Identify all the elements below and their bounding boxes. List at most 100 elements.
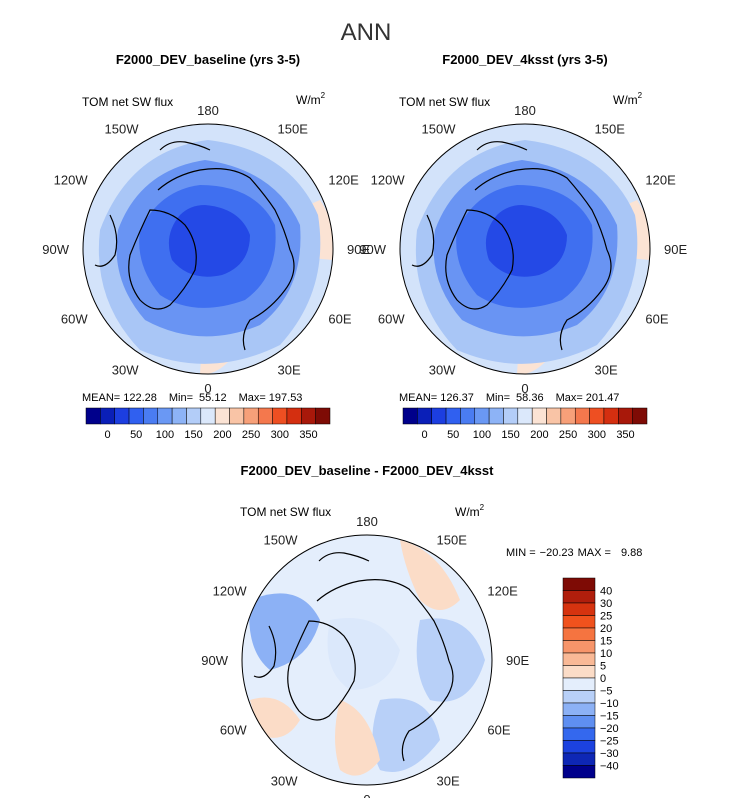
colorbar: 0 50 100 150 200 250 300 350 [85,407,331,441]
lon-label: 150E [595,122,626,137]
coastline-scandinavia [242,249,295,351]
colorbar: 0 50 100 150 200 250 300 350 [402,407,648,441]
colorbar-swatch [574,407,590,425]
colorbar-swatch [128,407,144,425]
colorbar-tick-label: 100 [473,429,491,441]
map-field [400,124,650,374]
colorbar-swatch [214,407,230,425]
units-label: W/m2 [296,91,326,107]
colorbar-tick-label: 25 [600,611,612,623]
colorbar-swatch [257,407,273,425]
colorbar-swatch [517,407,533,425]
lon-label: 30W [112,362,139,377]
units-label: W/m2 [455,503,485,519]
colorbar-tick-label: −40 [600,761,619,773]
field-band-pole [327,618,400,690]
colorbar-swatch [562,752,596,766]
coastline-greenland [445,209,514,310]
coastlines [253,552,454,762]
colorbar-swatch [445,407,461,425]
coastline-bering [318,552,370,562]
colorbar-swatch [562,665,596,679]
panel-4ksst: F2000_DEV_4ksst (yrs 3-5) TOM net SW flu… [359,52,687,441]
lon-label: 30W [429,362,456,377]
longitude-labels: 180 150E 120E 90E 60E 30E 0 30W 60W 90W 120W 150W [42,103,370,396]
map-field [83,124,333,374]
colorbar-swatch [562,765,596,779]
field-band-inner [416,618,485,702]
colorbar-tick-label: 40 [600,586,612,598]
colorbar-swatch [503,407,519,425]
colorbar-tick-label: 50 [447,429,459,441]
lon-label: 30W [271,773,298,788]
lon-label: 90E [347,242,370,257]
colorbar-tick-label: 350 [299,429,317,441]
colorbar-tick-label: −15 [600,711,619,723]
panel-baseline: F2000_DEV_baseline (yrs 3-5) TOM net SW … [42,52,370,441]
colorbar-tick-label: 5 [600,661,606,673]
lon-label: 0 [204,381,211,396]
colorbar-swatch [562,740,596,754]
colorbar-tick-label: 150 [501,429,519,441]
map-field [242,535,492,785]
field-label: TOM net SW flux [399,95,490,109]
coastline-north-america [94,214,118,267]
colorbar-swatch [460,407,476,425]
panel-title: F2000_DEV_baseline - F2000_DEV_4ksst [241,463,495,478]
colorbar-tick-label: 20 [600,623,612,635]
coastline-bering [476,141,528,151]
field-warm-patch-south [335,700,380,776]
colorbar-tick-label: 0 [421,429,427,441]
lon-label: 60E [645,312,668,327]
colorbar-swatch [560,407,576,425]
colorbar-tick-label: 200 [530,429,548,441]
lon-label: 150E [278,122,309,137]
lon-label: 90E [506,653,529,668]
colorbar-swatch [286,407,302,425]
colorbar-swatch [562,702,596,716]
coastline-scandinavia [401,660,454,762]
field-band-pole [168,205,250,277]
colorbar-swatch [100,407,115,425]
field-label: TOM net SW flux [240,505,331,519]
colorbar-tick-label: −30 [600,748,619,760]
lon-label: 90W [42,242,69,257]
colorbar-tick-label: 50 [130,429,142,441]
colorbar-tick-label: 300 [271,429,289,441]
colorbar-tick-label: 15 [600,636,612,648]
lon-label: 180 [514,103,536,118]
colorbar-tick-label: 150 [184,429,202,441]
lon-label: 150W [264,533,299,548]
colorbar-swatch [301,407,316,425]
map-boundary [241,534,493,786]
colorbar-swatch [171,407,187,425]
colorbar-tick-label: −25 [600,736,619,748]
colorbar-swatch [603,407,619,425]
lon-label: 120W [54,173,89,188]
coastline-north-america [411,214,435,267]
panel-title: F2000_DEV_baseline (yrs 3-5) [116,52,300,67]
colorbar-swatch [315,407,331,425]
colorbar-swatch [562,715,596,729]
lon-label: 120W [213,584,248,599]
coastline-eurasia [474,168,608,251]
coastline-greenland [287,620,356,721]
colorbar-swatch [589,407,605,425]
colorbar-tick-label: 30 [600,598,612,610]
colorbar-swatch [200,407,216,425]
colorbar-tick-label: 100 [156,429,174,441]
lon-label: 90E [664,242,687,257]
colorbar-tick-label: −20 [600,723,619,735]
field-band-pole [485,205,567,277]
lon-label: 60W [61,312,88,327]
colorbar-swatch [474,407,490,425]
panel-title: F2000_DEV_4ksst (yrs 3-5) [442,52,608,67]
colorbar-tick-label: 300 [588,429,606,441]
colorbar-swatch [632,407,648,425]
colorbar-tick-label: 250 [242,429,260,441]
colorbar-swatch [488,407,504,425]
colorbar-swatch [431,407,447,425]
lon-label: 120W [371,173,406,188]
colorbar-swatch [562,677,596,691]
